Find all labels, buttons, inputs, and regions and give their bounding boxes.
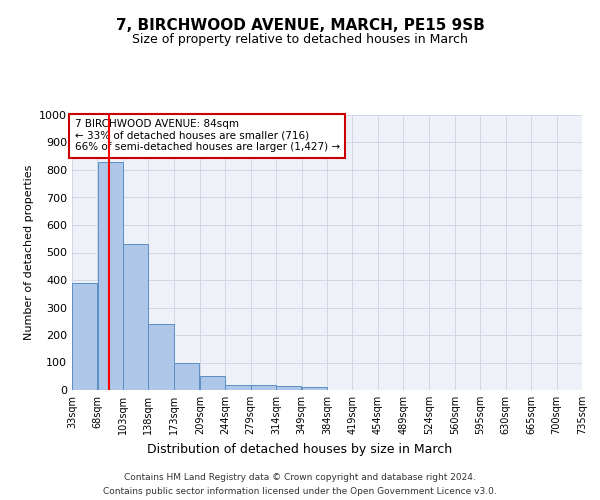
Bar (148, 324, 173, 390)
Bar (123, 244, 148, 390)
Text: Contains public sector information licensed under the Open Government Licence v3: Contains public sector information licen… (103, 488, 497, 496)
Text: Distribution of detached houses by size in March: Distribution of detached houses by size … (148, 442, 452, 456)
Text: Size of property relative to detached houses in March: Size of property relative to detached ho… (132, 32, 468, 46)
Text: Contains HM Land Registry data © Crown copyright and database right 2024.: Contains HM Land Registry data © Crown c… (124, 472, 476, 482)
Bar (277, 386, 301, 390)
Bar (226, 384, 251, 390)
Bar (72, 283, 97, 390)
Bar (174, 364, 199, 390)
Bar (200, 376, 225, 390)
Bar (251, 385, 276, 390)
Text: 7 BIRCHWOOD AVENUE: 84sqm
← 33% of detached houses are smaller (716)
66% of semi: 7 BIRCHWOOD AVENUE: 84sqm ← 33% of detac… (74, 119, 340, 152)
Bar (98, 162, 122, 390)
Bar (302, 387, 327, 390)
Text: 7, BIRCHWOOD AVENUE, MARCH, PE15 9SB: 7, BIRCHWOOD AVENUE, MARCH, PE15 9SB (116, 18, 484, 32)
Y-axis label: Number of detached properties: Number of detached properties (23, 165, 34, 340)
